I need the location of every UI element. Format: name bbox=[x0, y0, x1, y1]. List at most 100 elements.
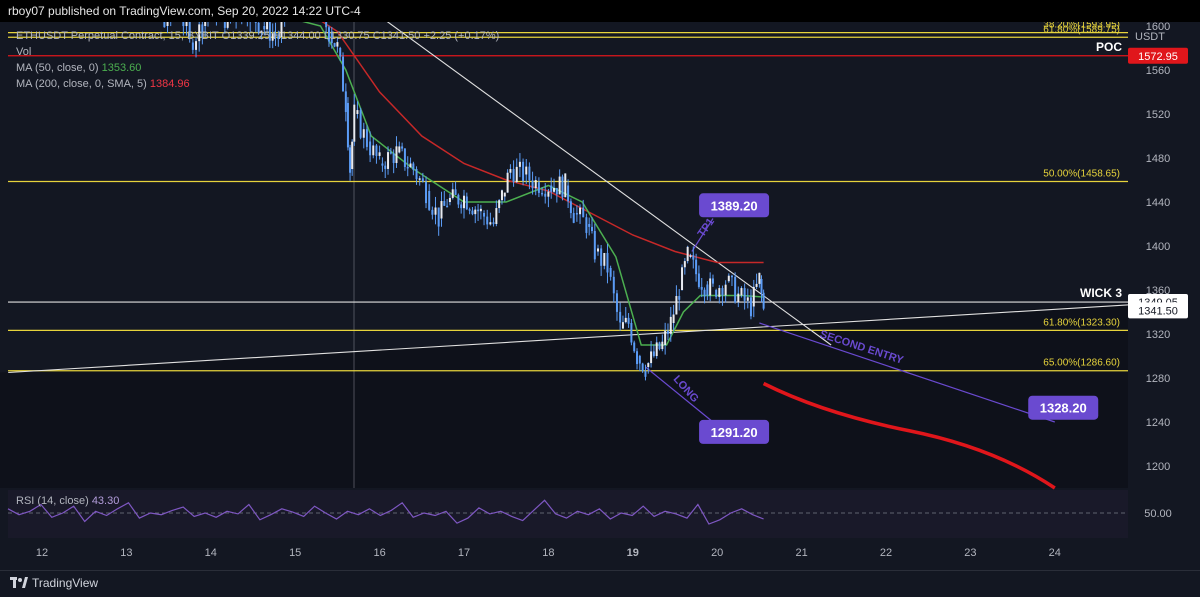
candle-body bbox=[519, 162, 521, 167]
level-label-3: POC bbox=[1096, 40, 1122, 54]
x-tick-19: 19 bbox=[627, 547, 639, 559]
candle-body bbox=[616, 293, 618, 312]
candle-body bbox=[673, 315, 675, 323]
candle-body bbox=[718, 288, 720, 297]
candle-body bbox=[384, 166, 386, 169]
x-tick-22: 22 bbox=[880, 547, 892, 559]
symbol-name: ETHUSDT Perpetual Contract, 15, BYBIT bbox=[16, 30, 219, 42]
ma200-value: 1384.96 bbox=[150, 78, 190, 90]
tradingview-logo-icon bbox=[10, 577, 28, 589]
candle-body bbox=[387, 152, 389, 169]
tradingview-brand[interactable]: TradingView bbox=[10, 576, 98, 590]
candle-body bbox=[678, 296, 680, 300]
candle-body bbox=[600, 248, 602, 265]
candle-body bbox=[435, 207, 437, 214]
candle-body bbox=[712, 278, 714, 283]
candle-body bbox=[667, 331, 669, 334]
legend-rsi: RSI (14, close) 43.30 bbox=[16, 495, 119, 507]
x-tick-24: 24 bbox=[1049, 547, 1061, 559]
candle-body bbox=[342, 57, 344, 92]
level-label-5: WICK 3 bbox=[1080, 286, 1122, 300]
candle-body bbox=[339, 48, 341, 57]
candle-body bbox=[440, 201, 442, 218]
candle-body bbox=[591, 227, 593, 231]
candle-body bbox=[630, 323, 632, 343]
legend-vol: Vol bbox=[16, 46, 31, 58]
candle-body bbox=[360, 110, 362, 138]
candle-body bbox=[731, 276, 733, 278]
candle-body bbox=[522, 162, 524, 181]
candle-body bbox=[474, 210, 476, 215]
candle-body bbox=[541, 193, 543, 195]
candle-body bbox=[528, 167, 530, 181]
candle-body bbox=[706, 285, 708, 296]
ma50-label: MA (50, close, 0) bbox=[16, 62, 99, 74]
brand-label: TradingView bbox=[32, 576, 98, 590]
candle-body bbox=[737, 294, 739, 303]
candle-body bbox=[347, 103, 349, 147]
candle-body bbox=[457, 195, 459, 205]
y-tick-1200: 1200 bbox=[1146, 461, 1170, 473]
candle-body bbox=[740, 288, 742, 295]
candle-body bbox=[695, 260, 697, 275]
publisher-text: rboy07 published on TradingView.com, Sep… bbox=[8, 0, 361, 22]
rsi-level-label: 50.00 bbox=[1144, 508, 1172, 520]
candle-body bbox=[410, 163, 412, 167]
y-tick-1560: 1560 bbox=[1146, 65, 1170, 77]
candle-body bbox=[698, 274, 700, 287]
candle-body bbox=[493, 222, 495, 224]
candle-body bbox=[670, 317, 672, 334]
candle-body bbox=[689, 255, 691, 257]
candle-body bbox=[664, 331, 666, 345]
x-tick-17: 17 bbox=[458, 547, 470, 559]
candle-body bbox=[379, 152, 381, 156]
legend-symbol: ETHUSDT Perpetual Contract, 15, BYBIT O1… bbox=[16, 30, 499, 42]
level-label-7: 65.00%(1286.60) bbox=[1043, 358, 1120, 369]
candle-body bbox=[633, 343, 635, 352]
candle-body bbox=[570, 201, 572, 213]
candle-body bbox=[661, 342, 663, 349]
candle-body bbox=[582, 208, 584, 218]
candle-body bbox=[366, 129, 368, 147]
candle-body bbox=[395, 146, 397, 163]
candle-body bbox=[588, 224, 590, 227]
candle-body bbox=[513, 169, 515, 182]
x-tick-23: 23 bbox=[964, 547, 976, 559]
candle-body bbox=[407, 167, 409, 169]
candle-body bbox=[532, 180, 534, 188]
candle-body bbox=[486, 217, 488, 225]
candle-body bbox=[553, 188, 555, 192]
level-label-2: 61.80%(1589.75) bbox=[1043, 24, 1120, 35]
candle-body bbox=[675, 296, 677, 314]
legend-ma50: MA (50, close, 0) 1353.60 bbox=[16, 62, 141, 74]
candle-body bbox=[639, 356, 641, 364]
candle-body bbox=[628, 318, 630, 324]
candle-body bbox=[622, 322, 624, 328]
candle-body bbox=[653, 351, 655, 356]
candle-body bbox=[647, 363, 649, 367]
candle-body bbox=[404, 149, 406, 167]
candle-body bbox=[438, 207, 440, 226]
candle-body bbox=[498, 200, 500, 208]
candle-body bbox=[393, 154, 395, 164]
candle-body bbox=[390, 152, 392, 154]
candle-body bbox=[576, 213, 578, 215]
ma200-label: MA (200, close, 0, SMA, 5) bbox=[16, 78, 147, 90]
x-tick-13: 13 bbox=[120, 547, 132, 559]
candle-body bbox=[550, 186, 552, 192]
candle-body bbox=[507, 173, 509, 193]
candle-body bbox=[650, 351, 652, 363]
price-tag-text-2: 1341.50 bbox=[1138, 305, 1178, 317]
candle-body bbox=[573, 213, 575, 223]
candle-body bbox=[594, 231, 596, 259]
annotation-text-4: 1291.20 bbox=[711, 425, 758, 440]
candle-body bbox=[336, 42, 338, 46]
candle-body bbox=[483, 213, 485, 217]
candle-body bbox=[425, 182, 427, 203]
price-tag-text-0: 1572.95 bbox=[1138, 51, 1178, 63]
y-tick-1520: 1520 bbox=[1146, 109, 1170, 121]
candle-body bbox=[192, 43, 194, 50]
candle-body bbox=[763, 293, 765, 309]
candle-body bbox=[744, 288, 746, 301]
candle-body bbox=[642, 364, 644, 372]
